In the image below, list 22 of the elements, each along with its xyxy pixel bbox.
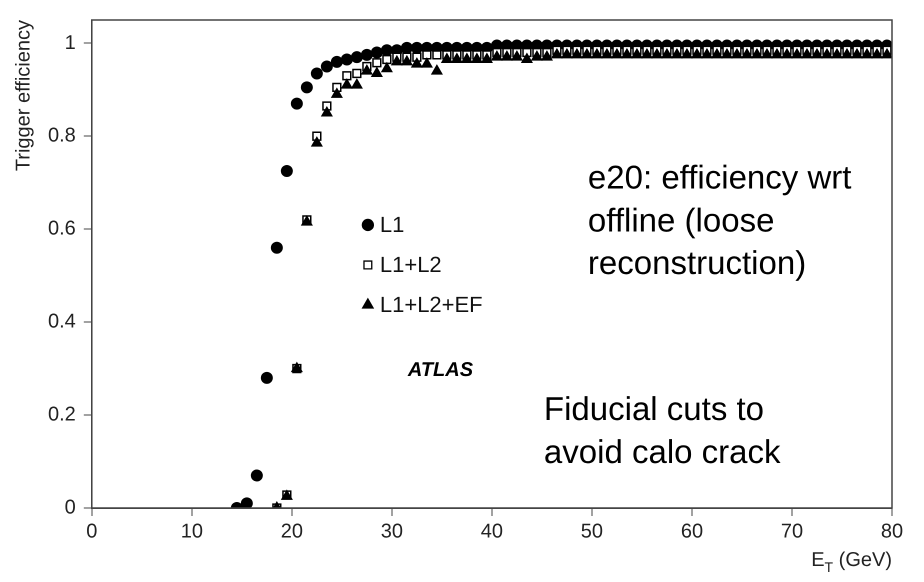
x-tick-label: 10 (180, 520, 203, 543)
y-tick-label: 1 (64, 32, 76, 54)
legend-label: L1+L2+EF (380, 292, 483, 318)
x-tick-label: 0 (86, 520, 98, 543)
y-tick-label: 0 (64, 496, 76, 519)
x-tick-label: 40 (480, 520, 504, 543)
x-tick-label: 50 (580, 520, 604, 543)
y-tick-label: 0.4 (48, 310, 76, 333)
legend-label: L1+L2 (380, 252, 442, 278)
y-tick-label: 0.2 (48, 404, 76, 426)
x-tick-label: 80 (880, 520, 904, 543)
annotation: e20: efficiency wrt offline (loose reconstruction) (588, 158, 852, 282)
x-tick-label: 20 (280, 520, 303, 543)
x-tick-label: 60 (680, 520, 704, 543)
y-axis-title: Trigger efficiency (12, 20, 35, 172)
x-tick-label: 70 (780, 520, 804, 543)
legend-label: L1 (380, 212, 404, 238)
y-tick-label: 0.6 (48, 218, 76, 240)
y-tick-label: 0.8 (48, 124, 76, 147)
annotation: Fiducial cuts to avoid calo crack (544, 390, 782, 470)
x-tick-label: 30 (380, 520, 403, 543)
annotation: ATLAS (406, 359, 474, 382)
